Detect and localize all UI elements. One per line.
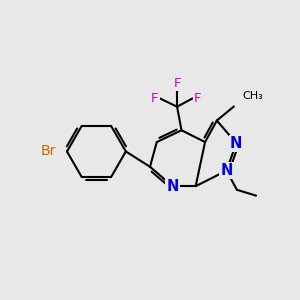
Text: N: N — [220, 163, 233, 178]
Text: CH₃: CH₃ — [242, 91, 263, 101]
Text: N: N — [230, 136, 242, 151]
Text: F: F — [194, 92, 202, 105]
Text: N: N — [167, 179, 179, 194]
Text: Br: Br — [40, 145, 56, 158]
Text: F: F — [151, 92, 158, 105]
Text: F: F — [173, 77, 181, 90]
